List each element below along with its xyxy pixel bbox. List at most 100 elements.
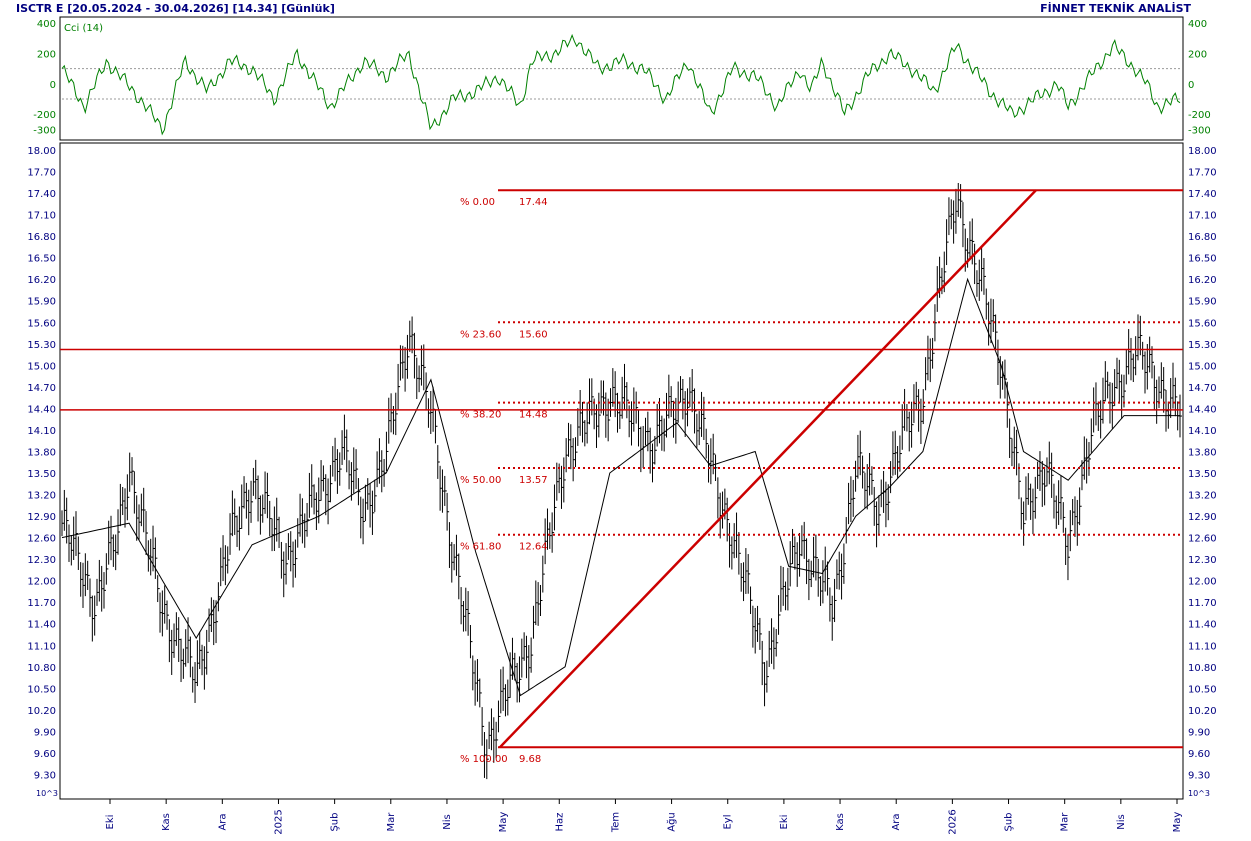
price-tick-right: 10.80 [1188,663,1217,674]
price-tick-left: 11.70 [27,598,56,609]
fib-pct-label: % 0.00 [460,197,495,208]
price-tick-left: 12.00 [27,577,56,588]
price-tick-right: 14.10 [1188,426,1217,437]
price-tick-left: 17.40 [27,189,56,200]
scale-note-right: 10^3 [1188,789,1210,798]
price-tick-right: 14.40 [1188,404,1217,415]
price-tick-left: 11.40 [27,620,56,631]
price-tick-right: 15.90 [1188,297,1217,308]
price-tick-left: 14.40 [27,404,56,415]
cci-tick-right: 400 [1188,19,1207,30]
price-tick-left: 16.50 [27,254,56,265]
fib-value-label: 17.44 [519,197,548,208]
price-tick-left: 9.30 [34,770,56,781]
fib-value-label: 13.57 [519,475,548,486]
price-tick-left: 15.60 [27,318,56,329]
price-tick-right: 17.10 [1188,211,1217,222]
price-tick-right: 12.60 [1188,534,1217,545]
price-tick-right: 13.20 [1188,491,1217,502]
price-tick-right: 15.30 [1188,340,1217,351]
price-tick-left: 9.90 [34,727,56,738]
price-tick-right: 9.60 [1188,749,1210,760]
x-tick-label: Nis [1116,814,1127,829]
x-tick-label: Şub [330,812,341,831]
price-tick-right: 12.30 [1188,555,1217,566]
price-tick-right: 11.10 [1188,641,1217,652]
cci-legend: Cci (14) [64,23,103,34]
cci-tick-left: -300 [33,125,56,136]
price-tick-right: 10.20 [1188,706,1217,717]
price-tick-right: 11.70 [1188,598,1217,609]
price-tick-right: 10.50 [1188,684,1217,695]
price-tick-left: 12.30 [27,555,56,566]
x-tick-label: Mar [1060,812,1071,832]
price-tick-right: 13.80 [1188,447,1217,458]
x-tick-label: Haz [554,813,565,832]
cci-tick-right: 0 [1188,80,1194,91]
price-tick-right: 12.90 [1188,512,1217,523]
fib-pct-label: % 50.00 [460,475,501,486]
cci-series-line [61,33,1181,136]
price-tick-right: 16.20 [1188,275,1217,286]
price-tick-right: 15.00 [1188,361,1217,372]
x-tick-label: Kas [161,813,172,831]
price-tick-left: 15.30 [27,340,56,351]
price-tick-right: 18.00 [1188,146,1217,157]
x-tick-label: Mar [386,812,397,832]
price-tick-right: 17.70 [1188,168,1217,179]
price-tick-left: 12.60 [27,534,56,545]
price-tick-right: 16.50 [1188,254,1217,265]
price-tick-right: 11.40 [1188,620,1217,631]
price-tick-left: 14.10 [27,426,56,437]
fib-value-label: 14.48 [519,410,548,421]
x-tick-label: May [1172,812,1183,833]
price-tick-left: 10.80 [27,663,56,674]
price-tick-right: 14.70 [1188,383,1217,394]
cci-tick-left: 0 [50,80,56,91]
x-tick-label: Eyl [723,814,734,829]
price-tick-left: 16.20 [27,275,56,286]
trend-line [499,189,1037,749]
x-tick-label: Ağu [666,812,678,832]
price-tick-right: 13.50 [1188,469,1217,480]
price-tick-left: 13.50 [27,469,56,480]
cci-tick-right: 200 [1188,49,1207,60]
price-tick-left: 10.50 [27,684,56,695]
x-tick-label: 2025 [273,809,284,834]
cci-tick-left: -200 [33,110,56,121]
cci-tick-right: -200 [1188,110,1211,121]
price-tick-left: 14.70 [27,383,56,394]
price-tick-right: 15.60 [1188,318,1217,329]
scale-note-left: 10^3 [36,789,58,798]
x-tick-label: Ara [217,813,228,830]
price-tick-left: 17.70 [27,168,56,179]
chart-title: ISCTR E [20.05.2024 - 30.04.2026] [14.34… [16,2,335,15]
fib-value-label: 15.60 [519,329,548,340]
fib-value-label: 12.64 [519,542,548,553]
price-tick-right: 17.40 [1188,189,1217,200]
price-tick-left: 18.00 [27,146,56,157]
price-tick-left: 13.80 [27,447,56,458]
moving-average-line [61,277,1180,697]
price-tick-left: 9.60 [34,749,56,760]
x-tick-label: May [498,812,509,833]
cci-layer [61,33,1181,136]
x-tick-label: Eki [105,815,116,830]
x-tick-label: Eki [779,815,790,830]
price-tick-left: 16.80 [27,232,56,243]
price-tick-left: 13.20 [27,491,56,502]
x-tick-label: Tem [610,812,621,833]
x-tick-label: 2026 [947,809,958,834]
fib-pct-label: % 23.60 [460,329,501,340]
fib-pct-label: % 61.80 [460,542,501,553]
x-tick-label: Nis [442,814,453,829]
price-tick-right: 9.30 [1188,770,1210,781]
price-layer: % 0.00 17.44 % 23.60 15.60 % 38.20 14.48 % 50.… [60,182,1183,780]
cci-panel [59,16,1184,141]
price-tick-left: 11.10 [27,641,56,652]
price-tick-right: 12.00 [1188,577,1217,588]
price-tick-left: 15.90 [27,297,56,308]
price-tick-left: 12.90 [27,512,56,523]
x-tick-label: Şub [1004,812,1015,831]
